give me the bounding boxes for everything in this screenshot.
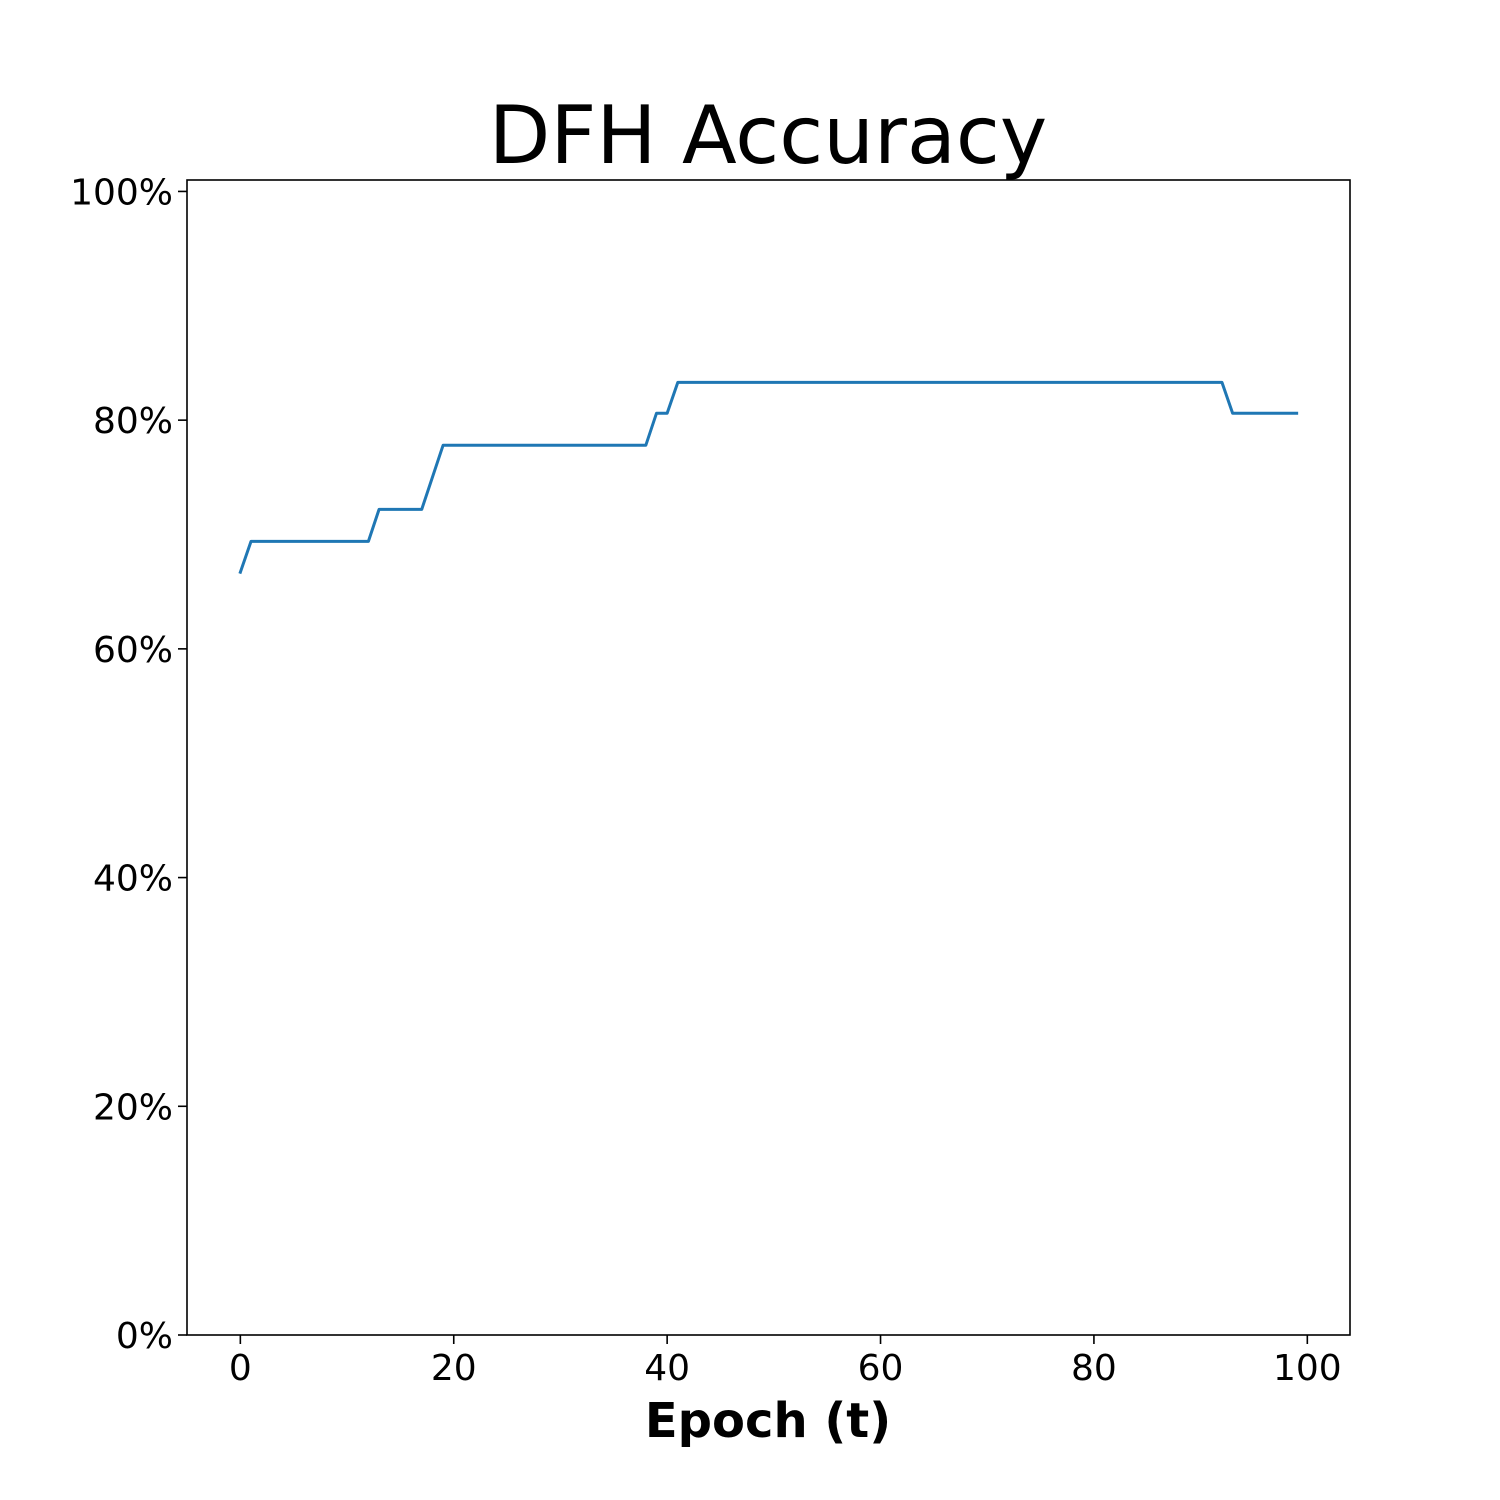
plot-area: 0 20 40 60 80 100 0% 20% 40% 60% 80% 100% <box>70 172 1351 1389</box>
x-tick-label: 0 <box>229 1348 252 1389</box>
y-tick-label: 80% <box>93 401 173 442</box>
y-tick-label: 20% <box>93 1087 173 1128</box>
axes-frame <box>186 179 1351 1336</box>
x-tick-label: 20 <box>431 1348 477 1389</box>
chart-title: DFH Accuracy <box>489 89 1047 182</box>
x-tick-label: 80 <box>1071 1348 1117 1389</box>
y-tick-label: 60% <box>93 630 173 671</box>
x-tick-label: 100 <box>1273 1348 1342 1389</box>
x-tick-label: 60 <box>858 1348 904 1389</box>
x-tick-label: 40 <box>644 1348 690 1389</box>
y-tick-label: 100% <box>70 172 173 213</box>
y-tick-label: 40% <box>93 859 173 900</box>
x-axis-label: Epoch (t) <box>645 1393 891 1449</box>
y-tick-label: 0% <box>116 1316 173 1357</box>
series-line-0 <box>238 380 1299 575</box>
